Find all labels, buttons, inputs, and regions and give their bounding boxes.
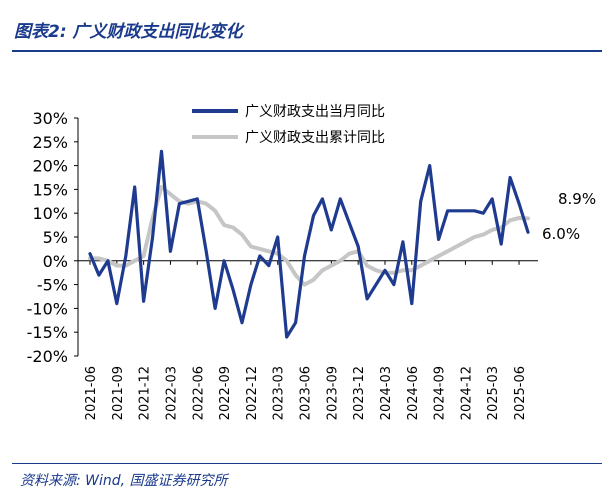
end-label-monthly: 6.0% [542, 225, 580, 243]
title-divider [12, 50, 602, 52]
y-tick-label: -20% [27, 347, 68, 366]
legend-label-cumulative: 广义财政支出累计同比 [245, 130, 385, 146]
x-tick-label: 2024-03 [379, 366, 394, 420]
y-tick-label: 20% [32, 157, 68, 176]
x-tick-label: 2024-06 [406, 366, 421, 420]
x-tick-label: 2021-12 [138, 366, 153, 420]
y-tick-label: 5% [43, 228, 68, 247]
y-tick-label: -5% [37, 276, 68, 295]
x-tick-label: 2025-03 [486, 366, 501, 420]
legend-label-monthly: 广义财政支出当月同比 [245, 104, 385, 120]
y-tick-label: 10% [32, 204, 68, 223]
figure-title: 图表2: 广义财政支出同比变化 [14, 22, 243, 42]
x-tick-label: 2021-06 [84, 366, 99, 420]
x-tick-label: 2022-12 [245, 366, 260, 420]
y-tick-label: 25% [32, 133, 68, 152]
x-tick-label: 2021-09 [111, 366, 126, 420]
footer-divider [12, 463, 602, 464]
y-tick-label: 30% [32, 109, 68, 128]
end-labels: 8.9% 6.0% [542, 190, 596, 243]
x-tick-label: 2023-03 [272, 366, 287, 420]
y-tick-label: -15% [27, 323, 68, 342]
x-tick-label: 2024-12 [459, 366, 474, 420]
x-tick-label: 2022-06 [191, 366, 206, 420]
series-monthly-line [88, 149, 530, 339]
y-tick-label: 0% [43, 252, 68, 271]
x-tick-label: 2023-09 [325, 366, 340, 420]
x-tick-label: 2022-09 [218, 366, 233, 420]
series-layer [88, 149, 530, 339]
axes: 30% 25% 20% 15% 10% 5% 0% -5% -10% -15% -20% 2021-0… [27, 109, 538, 420]
x-tick-label: 2025-06 [513, 366, 528, 420]
y-tick-label: 15% [32, 180, 68, 199]
end-label-cumulative: 8.9% [558, 190, 596, 208]
series-cumulative-line [88, 185, 530, 287]
y-tick-label: -10% [27, 299, 68, 318]
x-tick-label: 2022-03 [164, 366, 179, 420]
x-tick-label: 2023-12 [352, 366, 367, 420]
x-tick-label: 2023-06 [299, 366, 314, 420]
source-note: 资料来源: Wind, 国盛证券研究所 [20, 473, 228, 489]
x-tick-label: 2024-09 [433, 366, 448, 420]
